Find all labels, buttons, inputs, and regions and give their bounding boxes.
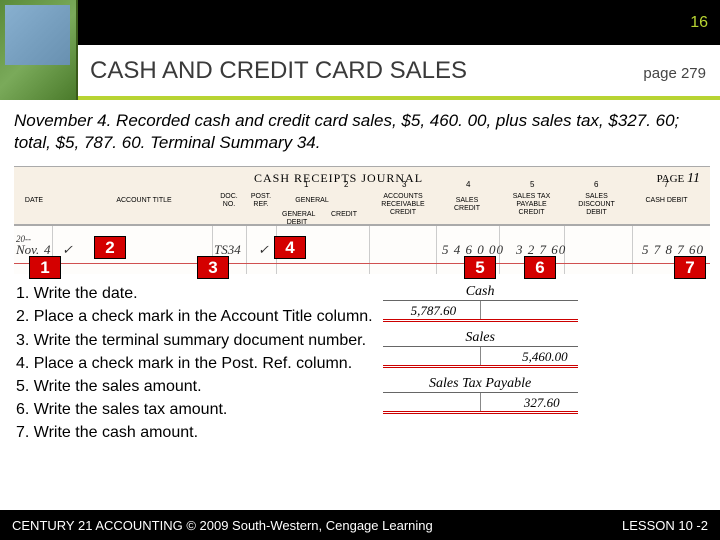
slide-title: CASH AND CREDIT CARD SALES xyxy=(90,57,467,85)
col-date: DATE xyxy=(18,197,50,205)
footer: CENTURY 21 ACCOUNTING © 2009 South-Weste… xyxy=(0,510,720,540)
callout-2: 2 xyxy=(94,236,126,259)
step-1: 1. Write the date. xyxy=(16,282,373,305)
title-bar: CASH AND CREDIT CARD SALES page 279 xyxy=(0,45,720,100)
journal-title: CASH RECEIPTS JOURNAL xyxy=(254,171,423,186)
transaction-description: November 4. Recorded cash and credit car… xyxy=(14,110,706,154)
step-3: 3. Write the terminal summary document n… xyxy=(16,329,373,352)
callout-7: 7 xyxy=(674,256,706,279)
step-7: 7. Write the cash amount. xyxy=(16,421,373,444)
sales-credit: 5,460.00 xyxy=(522,349,568,365)
journal-header: CASH RECEIPTS JOURNAL PAGE 11 DATE ACCOU… xyxy=(14,166,710,226)
step-4: 4. Place a check mark in the Post. Ref. … xyxy=(16,352,373,375)
textbook-cover-image xyxy=(0,0,78,100)
col-ar-credit: ACCOUNTS RECEIVABLE CREDIT xyxy=(374,193,432,216)
t-account-sales: Sales 5,460.00 xyxy=(383,330,578,368)
slide-number: 16 xyxy=(690,14,708,32)
step-5: 5. Write the sales amount. xyxy=(16,375,373,398)
callout-6: 6 xyxy=(524,256,556,279)
col-sales-discount: SALES DISCOUNT DEBIT xyxy=(569,193,624,216)
step-6: 6. Write the sales tax amount. xyxy=(16,398,373,421)
col-post-ref: POST. REF. xyxy=(246,193,276,208)
t-account-cash: Cash 5,787.60 xyxy=(383,284,578,322)
t-accounts-panel: Cash 5,787.60 Sales 5,460.00 Sales Tax P… xyxy=(383,282,578,444)
step-2: 2. Place a check mark in the Account Tit… xyxy=(16,305,373,328)
callout-3: 3 xyxy=(197,256,229,279)
col-account-title: ACCOUNT TITLE xyxy=(94,197,194,205)
footer-copyright: CENTURY 21 ACCOUNTING © 2009 South-Weste… xyxy=(12,518,433,533)
callout-4: 4 xyxy=(274,236,306,259)
steps-list: 1. Write the date. 2. Place a check mark… xyxy=(14,282,373,444)
tax-credit: 327.60 xyxy=(524,395,560,411)
col-sales-tax: SALES TAX PAYABLE CREDIT xyxy=(504,193,559,216)
cash-receipts-journal: CASH RECEIPTS JOURNAL PAGE 11 DATE ACCOU… xyxy=(14,166,710,274)
col-sales-credit: SALES CREDIT xyxy=(442,197,492,212)
footer-lesson: LESSON 10 -2 xyxy=(622,518,708,533)
col-doc-no: DOC. NO. xyxy=(214,193,244,208)
t-account-tax: Sales Tax Payable 327.60 xyxy=(383,376,578,414)
entry-title-check: ✓ xyxy=(62,242,73,258)
callout-5: 5 xyxy=(464,256,496,279)
callout-1: 1 xyxy=(29,256,61,279)
cash-debit: 5,787.60 xyxy=(411,303,457,319)
top-bar: 16 xyxy=(0,0,720,45)
col-cash-debit: CASH DEBIT xyxy=(639,197,694,205)
page-reference: page 279 xyxy=(643,65,706,82)
entry-post-check: ✓ xyxy=(258,242,269,258)
col-general: GENERAL xyxy=(282,197,342,205)
